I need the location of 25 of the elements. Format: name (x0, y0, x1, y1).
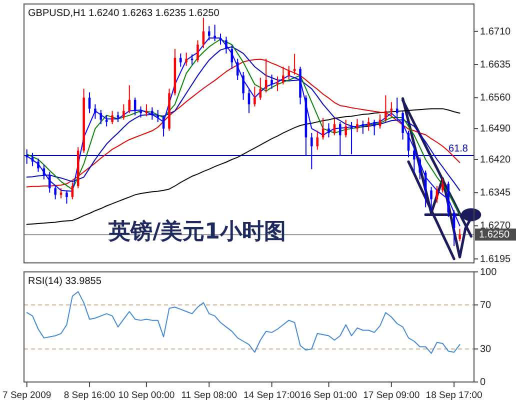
y-tick-label: 1.6345 (480, 187, 512, 198)
y-tick-label: 1.6490 (480, 123, 512, 134)
x-tick-label: 11 Sep 08:00 (181, 390, 238, 401)
y-tick-label: 1.6270 (480, 220, 512, 232)
y-tick-label: 1.6195 (480, 253, 512, 264)
x-tick-label: 8 Sep 16:00 (64, 390, 116, 401)
x-tick-label: 10 Sep 00:00 (118, 390, 175, 401)
chart-title: RSI(14) 33.9855 (28, 276, 102, 287)
y-tick-label: 1.6420 (480, 154, 512, 165)
x-tick-label: 17 Sep 09:00 (363, 390, 420, 401)
y-tick-label: 1.6710 (480, 26, 512, 37)
y-tick-label: 70 (480, 299, 492, 310)
x-tick-label: 16 Sep 01:00 (300, 390, 358, 401)
x-tick-label: 7 Sep 2009 (2, 390, 52, 401)
annotation: 61.8 (448, 144, 468, 155)
ref-line-label: 1.6250 (479, 229, 510, 240)
y-tick-label: 1.6635 (480, 59, 512, 70)
x-tick-label: 18 Sep 17:00 (426, 390, 482, 401)
annotation: 英镑/美元1小时图 (108, 218, 286, 244)
y-tick-label: 0 (480, 376, 486, 388)
y-tick-label: 30 (480, 343, 492, 354)
chart-title: GBPUSD,H1 1.6240 1.6263 1.6235 1.6250 (28, 8, 220, 19)
y-tick-label: 1.6560 (480, 92, 512, 104)
x-tick-label: 14 Sep 17:00 (244, 390, 300, 401)
y-tick-label: 100 (480, 266, 498, 278)
